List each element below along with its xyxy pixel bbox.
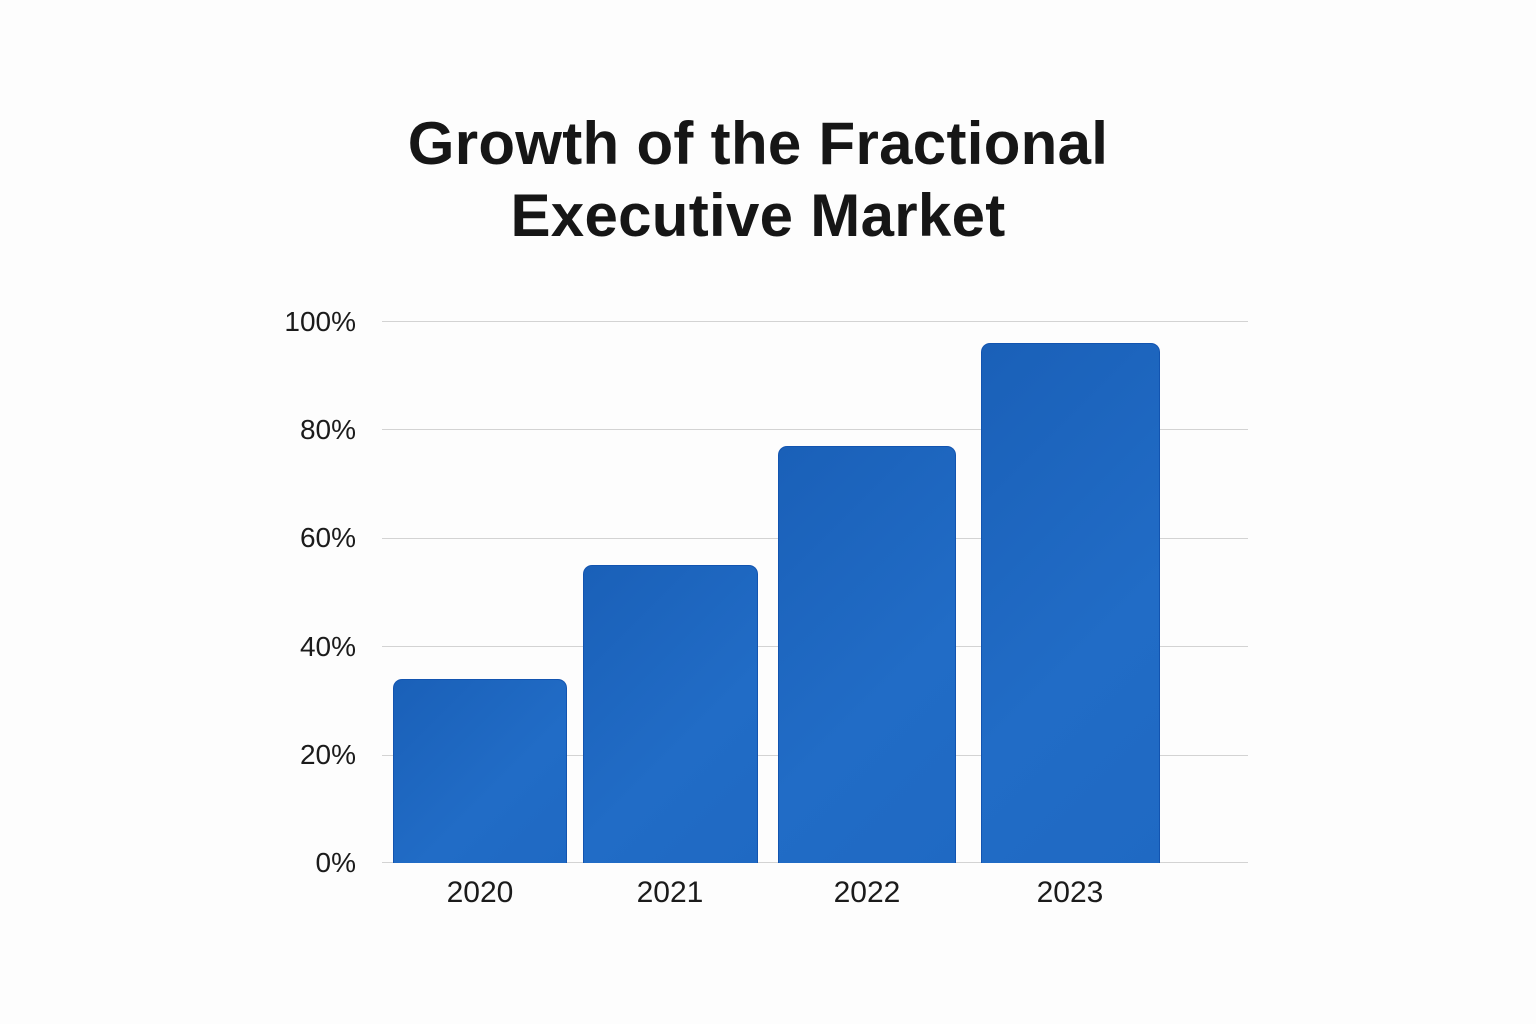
y-tick-label: 20% — [299, 739, 356, 770]
chart-title-line-1: Growth of the Fractional — [407, 110, 1109, 177]
y-tick-label: 40% — [299, 631, 356, 662]
gridline — [382, 429, 1248, 430]
y-tick-label: 60% — [299, 522, 356, 553]
x-tick-label: 2020 — [446, 876, 514, 909]
bar-2021[interactable] — [583, 564, 758, 863]
x-tick-label: 2023 — [1036, 876, 1104, 909]
plot-area — [382, 321, 1248, 863]
bar-2023[interactable] — [981, 342, 1160, 863]
chart-title: Growth of the Fractional Executive Marke… — [0, 108, 1516, 252]
x-tick-label: 2022 — [833, 876, 901, 909]
x-tick-label: 2021 — [636, 876, 704, 909]
y-tick-label: 100% — [284, 306, 356, 337]
bar-2020[interactable] — [393, 678, 567, 863]
bar-2022[interactable] — [778, 445, 956, 863]
y-tick-label: 80% — [299, 414, 356, 445]
gridline — [382, 321, 1248, 322]
chart-title-line-2: Executive Market — [510, 182, 1006, 249]
y-tick-label: 0% — [315, 847, 356, 878]
